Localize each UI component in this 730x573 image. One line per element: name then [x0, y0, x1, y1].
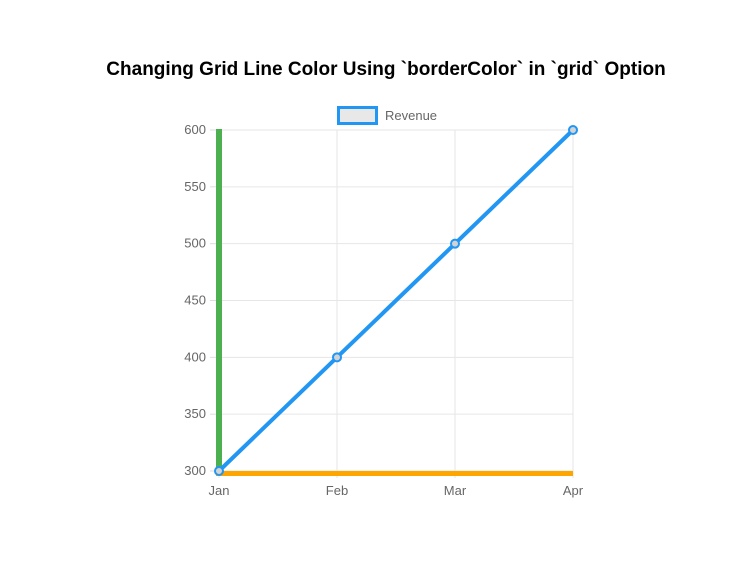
data-point[interactable] — [568, 125, 578, 135]
y-tick-label: 550 — [184, 179, 206, 194]
legend-item-revenue[interactable]: Revenue — [337, 106, 437, 125]
x-tick-label: Feb — [326, 483, 348, 498]
data-point[interactable] — [332, 352, 342, 363]
y-tick-label: 400 — [184, 349, 206, 364]
data-point[interactable] — [214, 466, 224, 476]
legend-swatch — [337, 106, 378, 125]
y-tick-label: 350 — [184, 406, 206, 421]
chart-title: Changing Grid Line Color Using `borderCo… — [106, 59, 666, 80]
legend-label: Revenue — [385, 108, 438, 123]
x-tick-label: Mar — [444, 483, 467, 498]
x-tick-label: Apr — [563, 483, 584, 498]
revenue-line — [217, 128, 575, 473]
y-tick-label: 500 — [184, 236, 206, 251]
data-point[interactable] — [450, 238, 460, 249]
y-tick-label: 450 — [184, 293, 206, 308]
x-tick-label: Jan — [209, 483, 230, 498]
y-tick-label: 300 — [184, 463, 206, 478]
y-tick-label: 600 — [184, 122, 206, 137]
